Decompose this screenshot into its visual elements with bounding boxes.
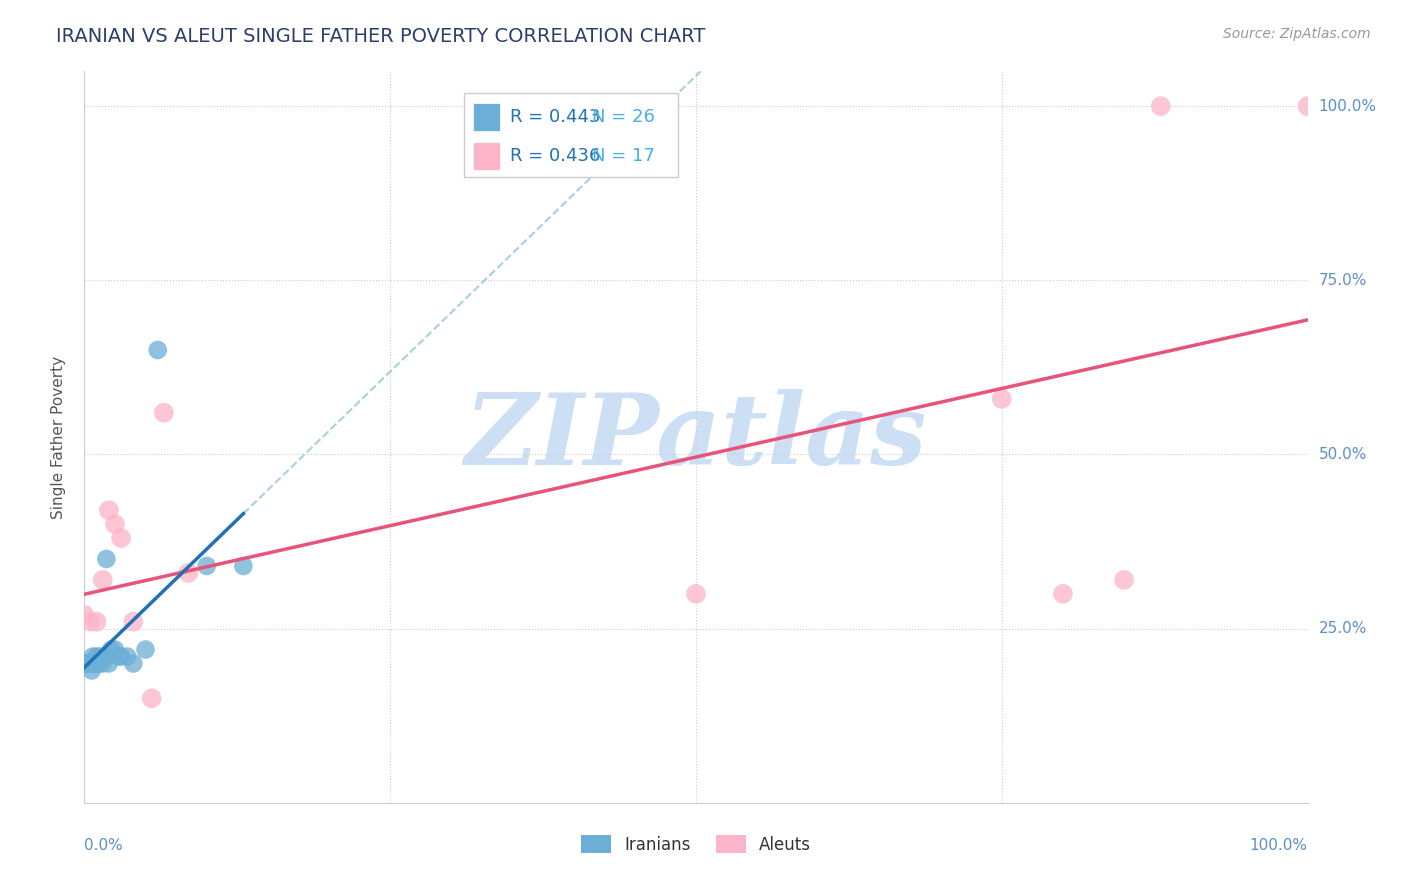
Point	[104, 642, 127, 657]
Legend: Iranians, Aleuts: Iranians, Aleuts	[574, 829, 818, 860]
Point	[100, 642, 122, 657]
Point	[153, 406, 176, 420]
Point	[232, 558, 254, 573]
Point	[97, 657, 120, 671]
Point	[76, 657, 98, 671]
Point	[1052, 587, 1074, 601]
Point	[685, 587, 707, 601]
Text: ZIPatlas: ZIPatlas	[465, 389, 927, 485]
Text: N = 17: N = 17	[592, 147, 655, 165]
Text: 0.0%: 0.0%	[84, 838, 124, 853]
Point	[177, 566, 200, 580]
Text: IRANIAN VS ALEUT SINGLE FATHER POVERTY CORRELATION CHART: IRANIAN VS ALEUT SINGLE FATHER POVERTY C…	[56, 27, 706, 45]
Bar	[464, 94, 678, 178]
Text: 75.0%: 75.0%	[1319, 273, 1367, 288]
Point	[135, 642, 157, 657]
Point	[146, 343, 169, 357]
Bar	[474, 143, 501, 170]
Point	[84, 657, 107, 671]
Point	[87, 657, 110, 671]
Point	[97, 503, 120, 517]
Y-axis label: Single Father Poverty: Single Father Poverty	[51, 356, 66, 518]
Text: 100.0%: 100.0%	[1319, 99, 1376, 113]
Bar	[474, 103, 501, 131]
Text: N = 26: N = 26	[592, 108, 655, 126]
Text: Source: ZipAtlas.com: Source: ZipAtlas.com	[1223, 27, 1371, 41]
Point	[80, 664, 103, 678]
Point	[89, 649, 111, 664]
Point	[73, 657, 96, 671]
Point	[115, 649, 138, 664]
Text: R = 0.436: R = 0.436	[510, 147, 600, 165]
Point	[82, 649, 104, 664]
Text: 100.0%: 100.0%	[1250, 838, 1308, 853]
Point	[79, 657, 101, 671]
Point	[86, 657, 108, 671]
Point	[1296, 99, 1319, 113]
Point	[91, 657, 114, 671]
Point	[122, 657, 145, 671]
Point	[73, 607, 96, 622]
Text: R = 0.443: R = 0.443	[510, 108, 600, 126]
Point	[110, 649, 132, 664]
Point	[96, 552, 118, 566]
Point	[86, 615, 108, 629]
Text: 25.0%: 25.0%	[1319, 621, 1367, 636]
Point	[195, 558, 218, 573]
Point	[122, 615, 145, 629]
Point	[91, 573, 114, 587]
Point	[83, 657, 105, 671]
Point	[110, 531, 132, 545]
Point	[79, 615, 101, 629]
Point	[107, 649, 129, 664]
Point	[141, 691, 163, 706]
Point	[991, 392, 1014, 406]
Point	[104, 517, 127, 532]
Point	[1150, 99, 1173, 113]
Text: 50.0%: 50.0%	[1319, 447, 1367, 462]
Point	[77, 657, 100, 671]
Point	[94, 649, 117, 664]
Point	[1114, 573, 1136, 587]
Point	[86, 649, 108, 664]
